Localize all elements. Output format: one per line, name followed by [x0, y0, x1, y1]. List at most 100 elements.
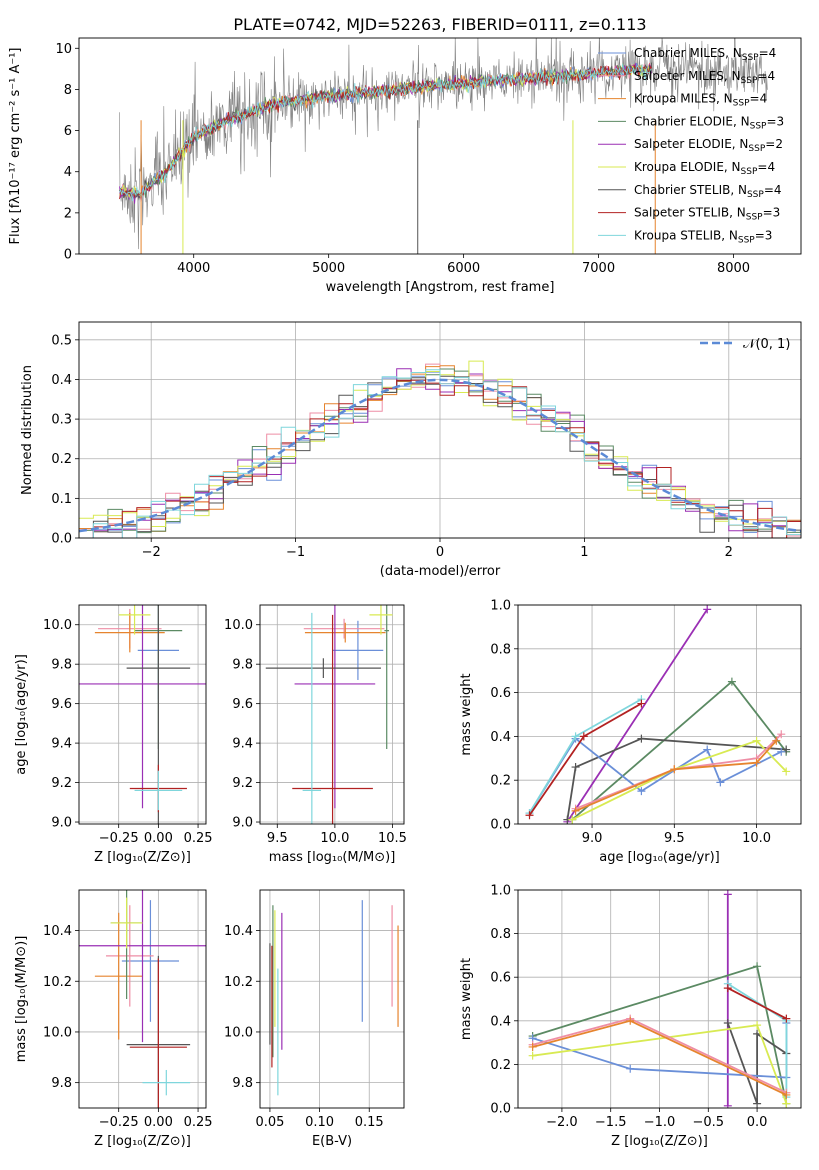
series-line [566, 608, 708, 823]
x-tick-label: 5000 [312, 261, 345, 276]
figure-title: PLATE=0742, MJD=52263, FIBERID=0111, z=0… [233, 15, 646, 34]
y-tick-label: 0.0 [490, 1102, 511, 1117]
axes-spectrum: 4000 5000 6000 7000 8000 0 2 4 6 8 10 wavelength [A… [8, 37, 802, 295]
series-line [575, 733, 782, 810]
error-bar-point [384, 605, 390, 750]
model-fit-line [119, 63, 652, 202]
series-marker [782, 767, 791, 776]
error-bar-point [304, 622, 386, 643]
series-line [571, 739, 787, 821]
histogram-step [79, 369, 801, 538]
y-tick-label: 10.4 [43, 924, 72, 939]
y-tick-label: 0 [64, 248, 72, 263]
y-tick-label: 6 [64, 124, 72, 139]
error-bar-point [142, 1069, 191, 1096]
axes-weight-vs-age: 9.0 9.5 10.0 0.0 0.2 0.4 0.6 0.8 1.0 age [log₁₀(a… [459, 599, 802, 865]
series-marker [782, 1099, 791, 1108]
axes-weight-vs-Z: −2.0 −1.5 −1.0 −0.5 0.0 0.0 0.2 0.4 0.6 0.8 1.0 Z [… [459, 884, 802, 1149]
error-bar-point [302, 612, 322, 824]
legend-label: Salpeter ELODIE, NSSP=2 [634, 137, 783, 154]
series-marker [772, 736, 781, 745]
series-line [727, 987, 787, 1020]
series-marker [777, 747, 786, 756]
y-tick-label: 9.8 [232, 1076, 253, 1091]
error-bar-point [79, 605, 206, 809]
x-tick-label: −1.0 [644, 1115, 676, 1130]
series-marker [782, 1090, 791, 1099]
error-bar-point [79, 890, 206, 1043]
series-marker [579, 732, 588, 741]
plot-frame [259, 889, 405, 1109]
y-tick-label: 0.2 [490, 1058, 511, 1073]
y-tick-label: 4 [64, 165, 72, 180]
y-axis-label: mass weight [459, 958, 474, 1040]
y-tick-label: 9.0 [51, 816, 72, 831]
y-tick-label: 0.4 [51, 373, 72, 388]
series-marker [723, 1018, 732, 1027]
y-tick-label: 9.8 [51, 1076, 72, 1091]
legend-label: Salpeter STELIB, NSSP=3 [634, 206, 780, 223]
y-axis-label: mass [log₁₀(M/M⊙)] [14, 936, 29, 1063]
error-bar-point [105, 905, 154, 1007]
series-line [726, 1022, 787, 1104]
series-marker [753, 1021, 762, 1030]
series-marker [637, 699, 646, 708]
series-marker [782, 1014, 791, 1023]
series-marker [753, 962, 762, 971]
y-axis-label: Normed distribution [20, 365, 35, 495]
x-axis-label: Z [log₁₀(Z/Z⊙)] [611, 1134, 708, 1149]
y-tick-label: 9.6 [232, 697, 253, 712]
plot-frame [259, 604, 405, 825]
plot-frame [78, 321, 802, 539]
series-line [575, 740, 777, 812]
error-bar-point [292, 614, 373, 824]
axes-age-vs-mass: 9.5 10.0 10.5 9.0 9.2 9.4 9.6 9.8 10.0 mass [log₁… [224, 604, 407, 865]
x-tick-label: 8000 [717, 261, 750, 276]
x-tick-label: 0.00 [144, 831, 173, 846]
axes-residuals: −2 −1 0 1 2 0.0 0.1 0.2 0.3 0.4 0.5 (data-model)/er… [20, 321, 802, 579]
x-axis-label: mass [log₁₀(M/M⊙)] [269, 850, 396, 865]
series-marker [727, 677, 736, 686]
series-marker [637, 787, 646, 796]
x-tick-label: −0.5 [693, 1115, 725, 1130]
y-tick-label: 0.2 [51, 452, 72, 467]
y-tick-label: 10.0 [224, 1025, 253, 1040]
series-marker [528, 1042, 537, 1051]
series-marker [571, 763, 580, 772]
y-axis-label: age [log₁₀(age/yr)] [14, 654, 29, 775]
error-bar-point [265, 658, 381, 678]
x-tick-label: 10.0 [320, 831, 349, 846]
y-tick-label: 0.8 [490, 927, 511, 942]
x-tick-label: 9.5 [267, 831, 288, 846]
series-marker [752, 736, 761, 745]
series-marker [752, 758, 761, 767]
error-bar-point [369, 605, 393, 635]
legend-label: 𝒩(0, 1) [743, 337, 790, 352]
histogram-step [79, 379, 801, 538]
y-tick-label: 9.4 [232, 737, 253, 752]
error-bar-point [118, 605, 151, 635]
y-tick-label: 0.0 [490, 818, 511, 833]
x-tick-label: 6000 [447, 261, 480, 276]
error-bar-point [94, 612, 165, 653]
x-tick-label: 0.0 [747, 1115, 768, 1130]
y-tick-label: 10.0 [43, 618, 72, 633]
x-tick-label: −0.25 [99, 1115, 139, 1130]
plot-frame [78, 37, 802, 255]
legend-label: Chabrier MILES, NSSP=4 [634, 46, 776, 63]
x-axis-label: Z [log₁₀(Z/Z⊙)] [94, 850, 191, 865]
y-tick-label: 0.6 [490, 971, 511, 986]
y-tick-label: 0.0 [51, 532, 72, 547]
x-tick-label: 9.5 [664, 831, 685, 846]
y-tick-label: 0.6 [490, 686, 511, 701]
legend-label: Salpeter MILES, NSSP=4 [634, 69, 775, 86]
plot-frame [517, 889, 802, 1109]
x-tick-label: 0 [436, 545, 444, 560]
x-tick-label: 0.25 [184, 831, 213, 846]
series-marker [703, 745, 712, 754]
axes-mass-vs-Z: −0.25 0.00 0.25 9.8 10.0 10.2 10.4 Z [log₁₀(Z/Z… [14, 889, 213, 1149]
error-bar-point [110, 897, 143, 949]
y-axis-label: mass weight [459, 673, 474, 755]
error-bar-point [294, 605, 376, 809]
